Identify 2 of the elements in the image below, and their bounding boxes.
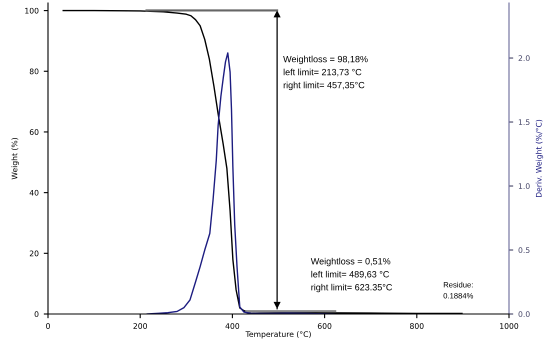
annotation: Weightloss = 0,51% left limit= 489,63 °C right limit= 623.35°C (310, 258, 392, 292)
annotation: Weightloss = 98,18% left limit= 213,73 °C right limit= 457,35°C (283, 56, 368, 90)
